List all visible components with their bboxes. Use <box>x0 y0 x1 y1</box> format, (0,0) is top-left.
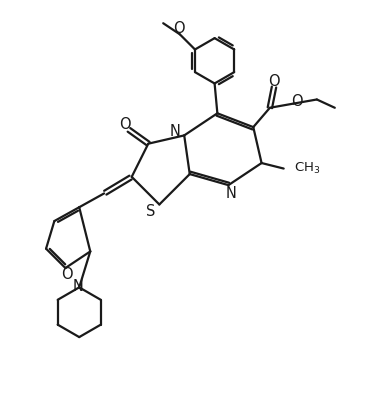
Text: O: O <box>291 94 303 109</box>
Text: O: O <box>173 21 185 36</box>
Text: O: O <box>61 267 73 281</box>
Text: N: N <box>170 124 181 139</box>
Text: N: N <box>225 186 236 201</box>
Text: O: O <box>119 118 131 132</box>
Text: CH$_3$: CH$_3$ <box>294 161 321 176</box>
Text: O: O <box>268 74 280 89</box>
Text: S: S <box>146 204 156 219</box>
Text: N: N <box>72 279 83 294</box>
